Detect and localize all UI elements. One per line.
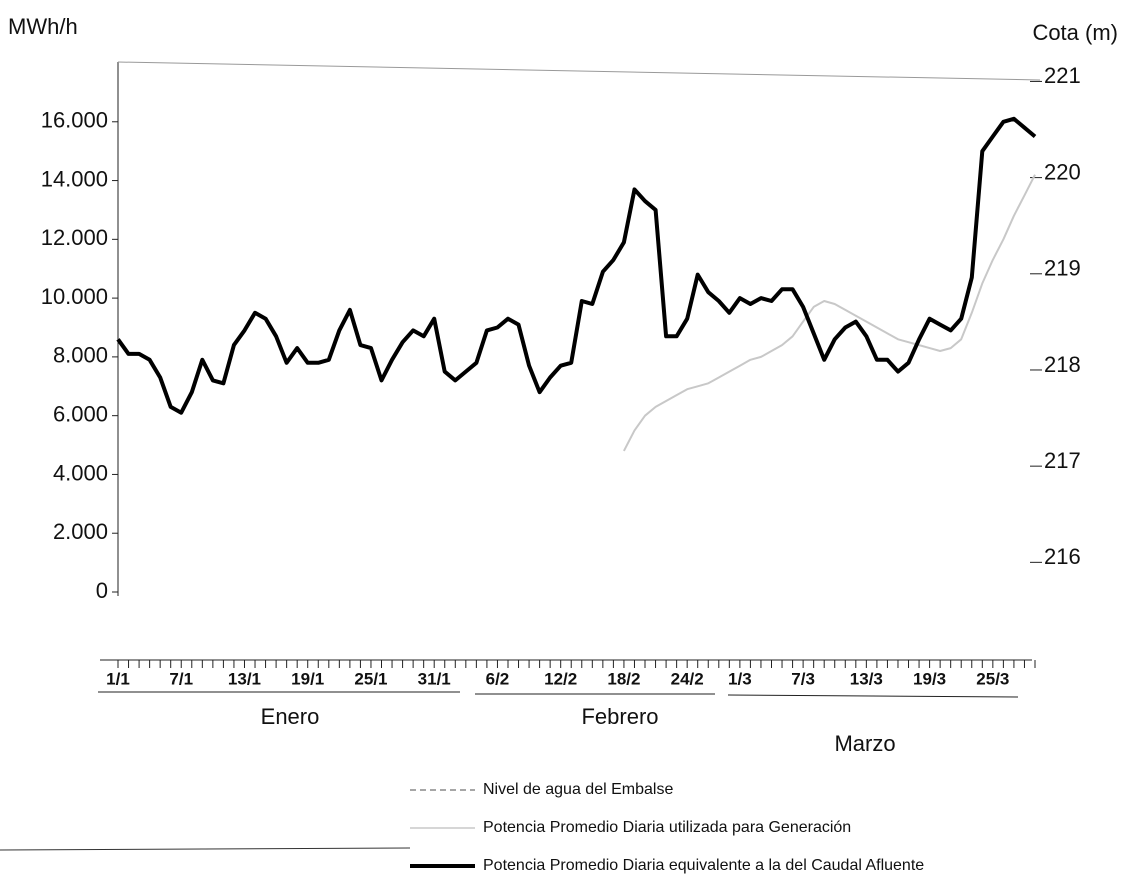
month-line	[727, 694, 1019, 698]
legend-label: Potencia Promedio Diaria equivalente a l…	[483, 857, 924, 874]
y-tick-label: 16.000	[41, 108, 108, 133]
y2-axis-label: Cota (m)	[1032, 20, 1118, 45]
legend-label: Nivel de agua del Embalse	[483, 781, 673, 798]
rule	[0, 847, 411, 851]
y2-tick-label: 216	[1044, 544, 1081, 569]
y-tick-label: 12.000	[41, 225, 108, 250]
y2-tick-label: 217	[1044, 448, 1081, 473]
series-line	[623, 174, 1036, 452]
x-tick-label: 12/2	[544, 669, 577, 688]
y-tick-label: 10.000	[41, 284, 108, 309]
month-label: Enero	[261, 704, 320, 729]
x-tick-label: 6/2	[486, 669, 510, 688]
month-label: Febrero	[581, 704, 658, 729]
legend-label: Potencia Promedio Diaria utilizada para …	[483, 819, 851, 836]
y-tick-label: 0	[96, 578, 108, 603]
x-tick-label: 13/3	[850, 669, 883, 688]
x-tick-label: 19/3	[913, 669, 946, 688]
x-tick-label: 25/3	[976, 669, 1009, 688]
y2-tick-label: 221	[1044, 63, 1081, 88]
y-tick-label: 6.000	[53, 401, 108, 426]
y-tick-label: 14.000	[41, 166, 108, 191]
x-tick-label: 25/1	[354, 669, 387, 688]
x-tick-label: 13/1	[228, 669, 261, 688]
x-tick-label: 7/1	[169, 669, 193, 688]
y-tick-label: 8.000	[53, 343, 108, 368]
x-tick-label: 7/3	[791, 669, 815, 688]
y2-tick-label: 218	[1044, 352, 1081, 377]
x-tick-label: 24/2	[671, 669, 704, 688]
y-tick-label: 4.000	[53, 460, 108, 485]
frame-top	[117, 61, 1041, 81]
x-tick-label: 1/3	[728, 669, 752, 688]
series-line	[116, 116, 1037, 415]
y-axis-label: MWh/h	[8, 14, 78, 39]
x-tick-label: 1/1	[106, 669, 130, 688]
y2-tick-label: 219	[1044, 256, 1081, 281]
x-tick-label: 19/1	[291, 669, 324, 688]
x-tick-label: 31/1	[418, 669, 451, 688]
month-label: Marzo	[834, 731, 895, 756]
y-tick-label: 2.000	[53, 519, 108, 544]
x-tick-label: 18/2	[607, 669, 640, 688]
y2-tick-label: 220	[1044, 159, 1081, 184]
